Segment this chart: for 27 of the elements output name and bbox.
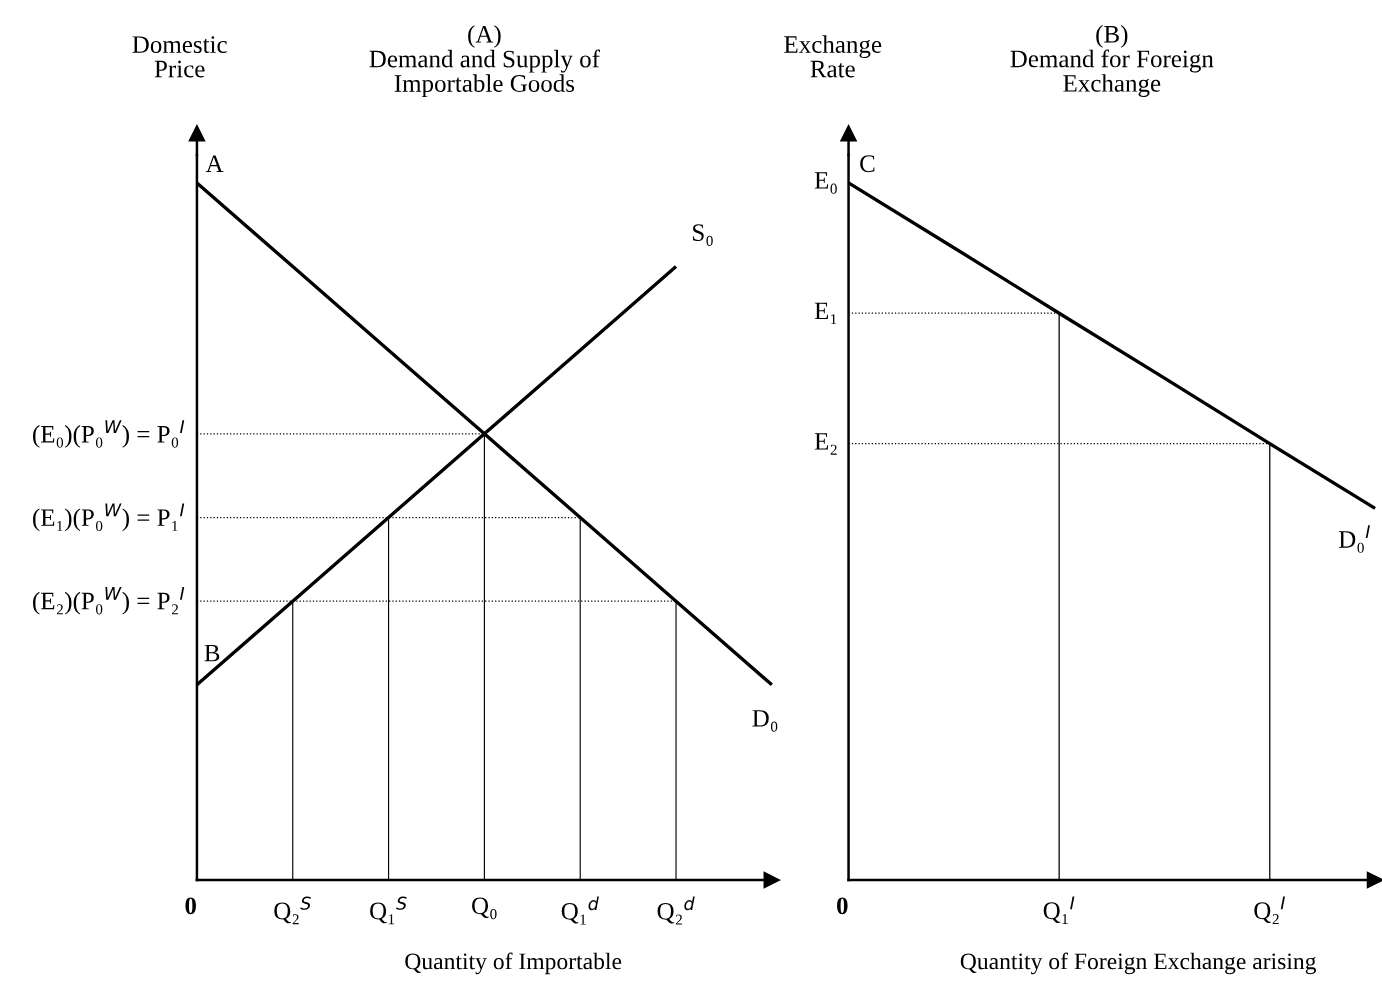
text: (E₂)(P₀$^{W}$) = P₂$^{I}$	[33, 586, 185, 615]
text: C	[860, 155, 875, 173]
text: (E₁)(P₀$^{W}$) = P₁$^{I}$	[33, 503, 185, 532]
y-axis-title: Domestic Price	[132, 36, 227, 78]
text: E₀	[814, 172, 837, 194]
x-tick-label: Q₂$^{I}$	[1254, 896, 1285, 925]
x-axis-title: Quantity of Importable	[405, 952, 622, 975]
chart-title: (B) Demand for Foreign Exchange	[1010, 25, 1214, 97]
x-tick-label: Q₁$^{S}$	[370, 896, 407, 925]
x-tick-label: Q₁$^{d}$	[561, 896, 599, 925]
x-tick-label: Q₀	[472, 897, 497, 920]
text: A	[205, 155, 224, 172]
annotation: D₀$^{I}$	[1338, 525, 1370, 553]
x-tick-label: Q₁$^{I}$	[1043, 896, 1075, 924]
text: E₂	[814, 433, 837, 455]
text: E₁	[814, 302, 837, 325]
x-axis-title: Quantity of Foreign Exchange arising	[960, 952, 1317, 975]
annotation: B	[204, 644, 220, 662]
x-tick-label: 0	[837, 897, 848, 915]
x-tick-label: Q₂$^{S}$	[274, 896, 311, 925]
x-tick-label: Q₂$^{d}$	[657, 896, 695, 925]
annotation: D₀	[752, 710, 778, 732]
chart-title: (A) Demand and Supply of Importable Goods	[369, 25, 600, 97]
y-axis-title: Exchange Rate	[784, 35, 882, 78]
annotation: S₀	[693, 224, 713, 246]
text: (E₀)(P₀$^{W}$) = P₀$^{I}$	[33, 420, 185, 448]
x-tick-label: 0	[185, 897, 196, 915]
